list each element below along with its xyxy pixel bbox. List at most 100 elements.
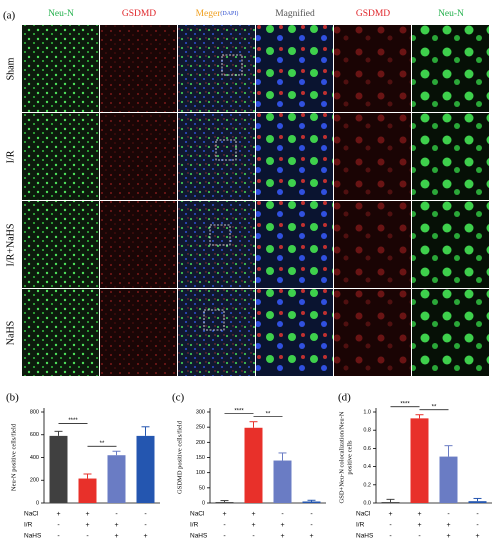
condition-sign: - <box>144 522 147 529</box>
condition-sign: + <box>417 511 421 518</box>
micrograph <box>100 25 177 112</box>
micrograph <box>178 25 255 112</box>
y-axis-label: Neu-N positive cells/field <box>10 423 17 491</box>
condition-sign: - <box>310 522 313 529</box>
bar <box>273 460 292 503</box>
y-tick-label: 250 <box>196 425 205 431</box>
column-header-text: Neu-N <box>48 9 74 19</box>
bar <box>215 502 234 503</box>
condition-sign: + <box>309 533 313 540</box>
micrograph <box>22 25 99 112</box>
condition-sign: - <box>86 533 89 540</box>
panel-label: (b) <box>6 392 19 404</box>
micrograph <box>412 201 489 288</box>
column-header: Neu-N <box>48 9 74 19</box>
column-header-text: GSDMD <box>122 9 156 19</box>
y-tick-label: 400 <box>30 455 39 461</box>
y-tick-label: 1.0 <box>363 409 371 415</box>
y-tick-label: 0.6 <box>363 446 371 452</box>
micrograph <box>178 289 255 376</box>
significance-label: ** <box>266 411 271 417</box>
y-tick-label: 0.0 <box>363 500 371 506</box>
condition-sign: + <box>251 511 255 518</box>
condition-sign: - <box>476 522 479 529</box>
condition-sign: - <box>389 522 392 529</box>
condition-sign: - <box>418 533 421 540</box>
condition-sign: + <box>446 533 450 540</box>
condition-sign: + <box>475 533 479 540</box>
condition-sign: + <box>114 533 118 540</box>
condition-sign: + <box>114 522 118 529</box>
bar <box>244 427 263 503</box>
micrograph <box>178 201 255 288</box>
y-tick-label: 800 <box>30 409 39 415</box>
y-tick-label: 50 <box>199 485 205 491</box>
significance-label: **** <box>68 418 78 424</box>
condition-sign: - <box>115 511 118 518</box>
y-axis-label: GSDMD positive cells/field <box>176 420 183 494</box>
condition-sign: + <box>280 533 284 540</box>
y-tick-label: 200 <box>30 478 39 484</box>
significance-label: ** <box>100 441 105 447</box>
condition-sign: + <box>446 522 450 529</box>
column-header: GSDMD <box>122 9 156 19</box>
condition-name: NaHS <box>356 533 374 540</box>
micrograph <box>256 289 333 376</box>
micrograph <box>100 201 177 288</box>
condition-sign: + <box>251 522 255 529</box>
significance-label: ** <box>432 404 437 410</box>
micrograph <box>22 201 99 288</box>
zoom-box <box>221 54 243 76</box>
condition-sign: + <box>280 522 284 529</box>
condition-sign: + <box>85 522 89 529</box>
micrograph <box>412 25 489 112</box>
zoom-box <box>209 224 231 246</box>
bar <box>49 435 68 503</box>
bar <box>136 435 155 503</box>
micrograph <box>334 201 411 288</box>
row-label: I/R+NaHS <box>5 224 16 267</box>
condition-name: NaHS <box>190 533 208 540</box>
row-label: NaHS <box>5 321 16 345</box>
condition-sign: + <box>417 522 421 529</box>
micrograph <box>100 289 177 376</box>
bar <box>381 502 400 503</box>
panel-label: (c) <box>172 392 185 404</box>
panel-label: (d) <box>338 392 351 404</box>
column-header: Neu-N <box>438 9 464 19</box>
significance-label: **** <box>400 401 410 407</box>
micrograph <box>334 113 411 200</box>
micrograph <box>22 289 99 376</box>
condition-name: NaHS <box>24 533 42 540</box>
column-header: Meger(DAPI) <box>196 9 239 19</box>
row-label: I/R <box>5 150 16 163</box>
micrograph <box>256 25 333 112</box>
condition-sign: + <box>56 511 60 518</box>
bar <box>78 478 97 503</box>
micrograph <box>334 289 411 376</box>
y-axis-label: positive cells <box>346 440 353 475</box>
condition-name: NaCl <box>24 511 39 518</box>
bar <box>410 418 429 503</box>
micrograph <box>22 113 99 200</box>
significance-label: **** <box>234 408 244 414</box>
column-header-text: Meger <box>196 9 222 19</box>
y-tick-label: 600 <box>30 432 39 438</box>
micrograph <box>412 289 489 376</box>
micrograph <box>412 113 489 200</box>
micrograph <box>256 113 333 200</box>
y-tick-label: 0.4 <box>363 464 371 470</box>
condition-sign: - <box>57 522 60 529</box>
zoom-box <box>215 139 237 161</box>
condition-sign: - <box>57 533 60 540</box>
condition-sign: - <box>223 522 226 529</box>
condition-sign: - <box>310 511 313 518</box>
micrograph <box>256 201 333 288</box>
condition-name: I/R <box>356 522 365 529</box>
y-axis-label: GSD+Neu-N colocalization/Neu-N <box>338 411 345 503</box>
column-header-sub: (DAPI) <box>220 10 238 17</box>
y-tick-label: 0.8 <box>363 428 371 434</box>
condition-sign: - <box>144 511 147 518</box>
condition-sign: - <box>447 511 450 518</box>
y-tick-label: 0.2 <box>363 482 371 488</box>
